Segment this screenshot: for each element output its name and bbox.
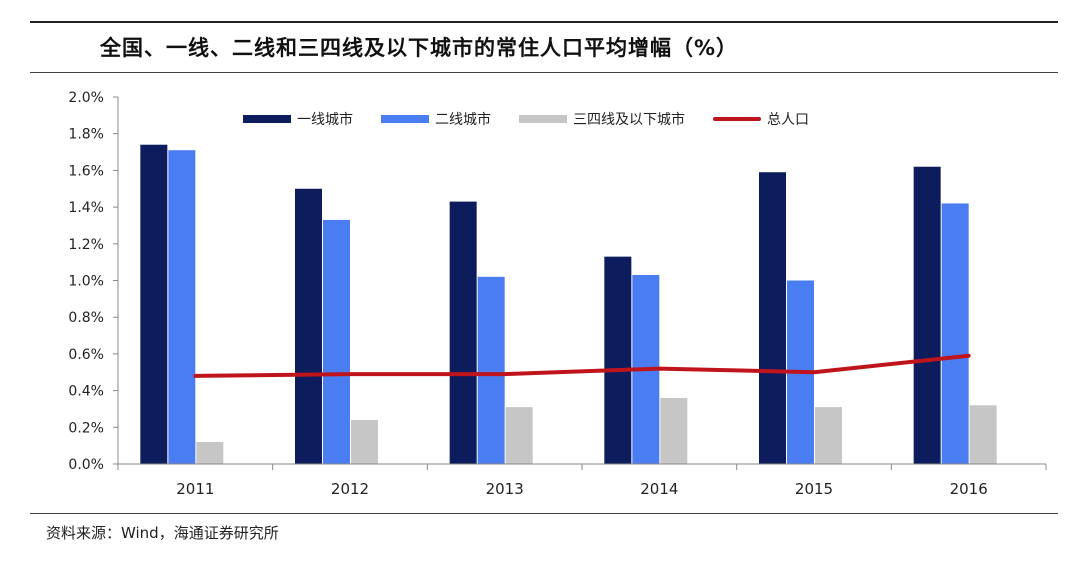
legend-label: 一线城市 [297, 112, 353, 128]
y-tick-label: 1.4% [68, 200, 104, 216]
y-tick-label: 1.6% [68, 163, 104, 179]
legend-label: 三四线及以下城市 [573, 112, 685, 128]
legend-label: 二线城市 [435, 112, 491, 128]
x-tick-label: 2016 [950, 480, 988, 498]
bar-二线城市 [477, 276, 505, 464]
bar-一线城市 [604, 256, 632, 464]
bar-一线城市 [295, 188, 322, 464]
legend-label: 总人口 [767, 112, 809, 128]
bar-二线城市 [941, 203, 969, 464]
y-tick-label: 2.0% [68, 90, 104, 106]
legend-swatch [713, 117, 761, 121]
bar-三四线及以下城市 [196, 441, 224, 464]
bar-三四线及以下城市 [505, 407, 533, 464]
bar-一线城市 [759, 172, 786, 465]
bar-一线城市 [449, 201, 477, 464]
legend-swatch [243, 115, 291, 123]
legend-item: 二线城市 [381, 109, 491, 129]
line-总人口 [193, 353, 971, 378]
top-rule [30, 21, 1058, 23]
bottom-rule [30, 513, 1058, 514]
y-tick-label: 1.8% [68, 127, 104, 143]
chart-title: 全国、一线、二线和三四线及以下城市的常住人口平均增幅（%） [100, 36, 739, 60]
source-note: 资料来源：Wind，海通证券研究所 [46, 524, 279, 542]
y-tick-label: 0.6% [68, 347, 104, 363]
y-tick-label: 0.4% [68, 384, 104, 400]
bar-二线城市 [168, 150, 196, 464]
bar-三四线及以下城市 [815, 407, 842, 464]
bar-一线城市 [140, 144, 168, 464]
legend-item: 总人口 [713, 109, 809, 129]
x-tick-label: 2011 [176, 480, 214, 498]
legend-swatch [381, 115, 429, 123]
x-tick-label: 2014 [640, 480, 678, 498]
bar-三四线及以下城市 [660, 397, 688, 464]
bar-一线城市 [913, 166, 941, 465]
legend-swatch [519, 115, 567, 123]
y-tick-label: 0.8% [68, 310, 104, 326]
x-tick-label: 2012 [331, 480, 369, 498]
bar-三四线及以下城市 [969, 405, 997, 464]
legend-item: 三四线及以下城市 [519, 109, 685, 129]
bar-二线城市 [323, 219, 350, 464]
y-tick-label: 1.0% [68, 274, 104, 290]
x-tick-label: 2015 [795, 480, 833, 498]
legend: 一线城市 二线城市 三四线及以下城市 总人口 [243, 109, 837, 129]
y-tick-label: 0.0% [68, 457, 104, 473]
bar-三四线及以下城市 [351, 419, 378, 464]
y-tick-label: 1.2% [68, 237, 104, 253]
x-tick-label: 2013 [486, 480, 524, 498]
legend-item: 一线城市 [243, 109, 353, 129]
y-tick-label: 0.2% [68, 420, 104, 436]
title-rule [30, 72, 1058, 73]
